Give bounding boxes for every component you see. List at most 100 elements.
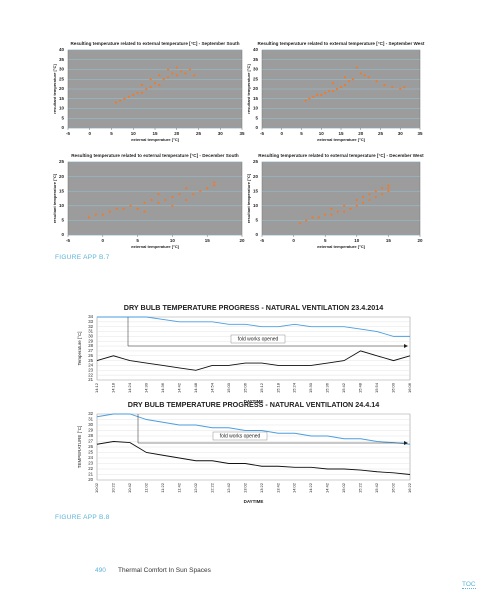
y-tick-label: 25 [88, 450, 93, 455]
y-tick-label: 29 [88, 338, 93, 343]
y-tick-label: 35 [59, 57, 65, 62]
x-tick-label: 11:02 [143, 482, 148, 492]
point [330, 207, 333, 210]
arrow-head [404, 441, 408, 445]
y-tick-label: 30 [88, 422, 93, 427]
y-tick-label: 0 [255, 125, 258, 130]
y-tick-label: 21 [88, 472, 93, 477]
point [324, 91, 327, 94]
point [171, 72, 174, 75]
x-tick-label: 15:12 [259, 382, 264, 393]
x-axis-label: external temperature [°C] [131, 244, 180, 249]
x-tick-label: 20 [239, 238, 245, 243]
annotation: fold works opened [220, 433, 261, 439]
point [101, 213, 104, 216]
x-tick-label: 5 [300, 131, 303, 136]
point [143, 210, 146, 213]
y-tick-label: 24 [88, 455, 93, 460]
x-tick-label: 16:06 [407, 382, 412, 393]
y-tick-label: 22 [88, 372, 93, 377]
x-tick-label: -5 [260, 238, 264, 243]
y-tick-label: 10 [59, 203, 65, 208]
x-tick-label: 13:02 [242, 482, 247, 493]
y-tick-label: 10 [59, 106, 65, 111]
point [193, 74, 196, 77]
plot-area [96, 316, 411, 381]
y-tick-label: 10 [253, 106, 259, 111]
y-tick-label: 27 [88, 439, 93, 444]
x-tick-label: 20 [417, 238, 423, 243]
x-tick-label: 10 [354, 238, 360, 243]
x-tick-label: 30 [398, 131, 404, 136]
y-tick-label: 30 [88, 334, 93, 339]
point [328, 89, 331, 93]
point [143, 201, 146, 204]
y-tick-label: 20 [253, 174, 259, 179]
x-tick-label: 5 [110, 131, 113, 136]
y-tick-label: 15 [253, 96, 259, 101]
toc-link[interactable]: TOC [462, 581, 476, 589]
chart-title: Resulting temperature related to externa… [258, 41, 425, 46]
y-axis-label: resultant temperature [°C] [246, 173, 251, 223]
x-tick-label: 15 [386, 238, 392, 243]
x-axis-label: external temperature [°C] [317, 244, 366, 249]
x-tick-label: 14:12 [94, 382, 99, 393]
x-tick-label: 15:36 [325, 382, 330, 393]
x-tick-label: 10:42 [127, 482, 132, 493]
y-tick-label: 5 [255, 218, 258, 223]
point [178, 193, 181, 196]
point [129, 204, 132, 207]
x-tick-label: 14:48 [193, 382, 198, 393]
x-axis-label: DAYTIME [244, 399, 264, 404]
chart-title: DRY BULB TEMPERATURE PROGRESS - NATURAL … [124, 303, 383, 312]
point [351, 78, 354, 81]
point [149, 85, 152, 89]
x-tick-label: 25 [196, 131, 202, 136]
x-tick-label: -5 [260, 131, 264, 136]
point [312, 95, 315, 98]
point [145, 87, 148, 91]
y-tick-label: 31 [88, 417, 93, 422]
y-tick-label: 40 [59, 47, 65, 52]
line [96, 441, 411, 475]
y-tick-label: 23 [88, 367, 93, 372]
point [180, 70, 183, 73]
point [391, 85, 394, 89]
point [335, 87, 339, 91]
y-tick-label: 0 [61, 125, 64, 130]
point [87, 216, 90, 219]
point [192, 193, 195, 196]
point [317, 216, 320, 219]
point [387, 187, 390, 190]
plot-area [67, 161, 243, 236]
plot-area [261, 161, 421, 236]
x-axis-label: external temperature [°C] [131, 137, 180, 142]
figure-caption: FIGURE APP B.7 [55, 254, 110, 261]
point [362, 195, 365, 199]
chart-title: Resulting temperature related to externa… [70, 41, 239, 46]
point [184, 72, 187, 75]
x-tick-label: 35 [239, 131, 245, 136]
y-tick-label: 28 [88, 343, 93, 348]
x-tick-label: 0 [102, 238, 105, 243]
y-axis-label: TEMPERATURE [°C] [77, 426, 82, 468]
chart-title: DRY BULB TEMPERATURE PROGRESS - NATURAL … [128, 400, 379, 409]
point [363, 74, 366, 77]
y-tick-label: 15 [253, 188, 259, 193]
x-tick-label: 10 [319, 131, 325, 136]
x-tick-label: 15:22 [358, 482, 363, 493]
x-tick-label: 16:22 [407, 482, 412, 493]
point [153, 82, 157, 85]
point [136, 91, 139, 94]
point [115, 207, 118, 210]
footer-title: Thermal Comfort In Sun Spaces [118, 567, 211, 574]
y-tick-label: 24 [88, 363, 93, 368]
point [158, 74, 161, 77]
x-tick-label: 0 [292, 238, 295, 243]
point [123, 97, 126, 100]
point [305, 219, 308, 222]
x-tick-label: 15:42 [374, 482, 379, 493]
point [171, 195, 174, 199]
point [171, 204, 174, 207]
